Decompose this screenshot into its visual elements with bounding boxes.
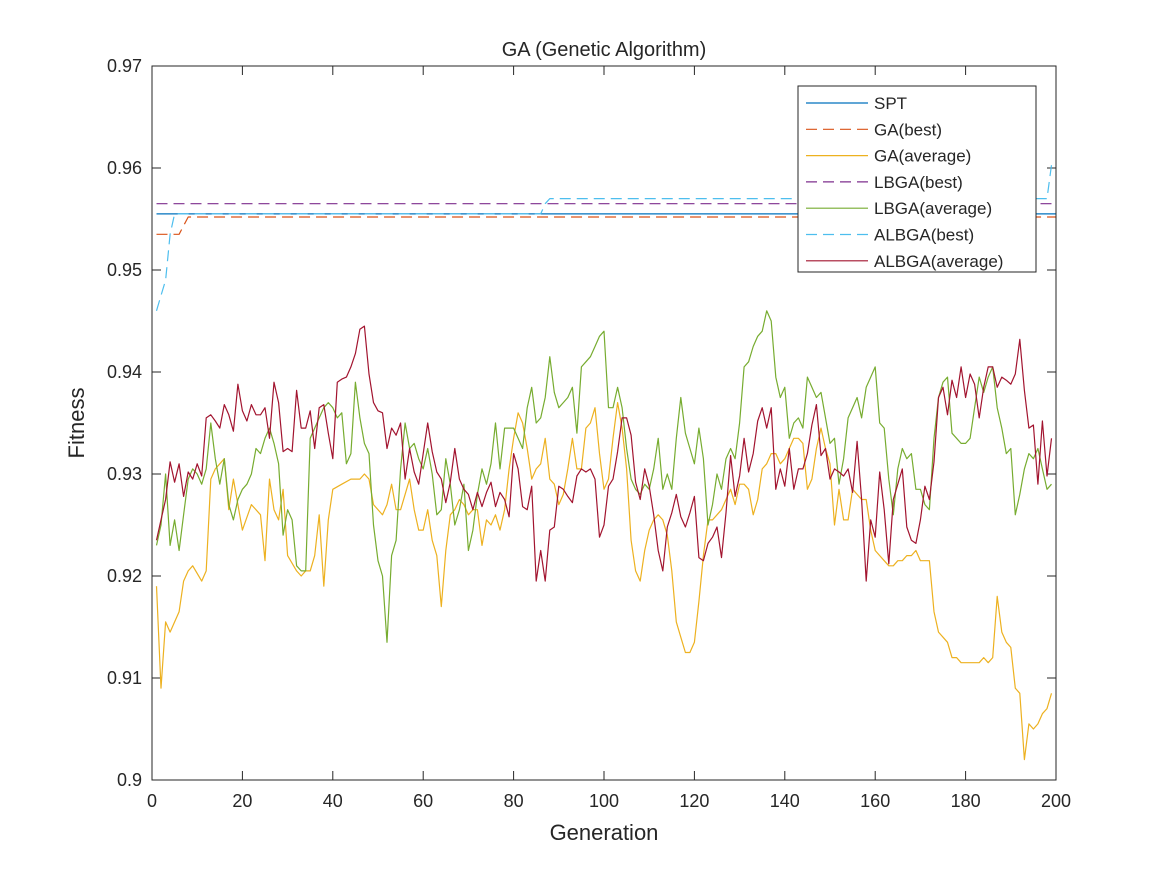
axes-box <box>151 65 1057 781</box>
x-tick-label: 80 <box>504 791 524 811</box>
legend-label-ga-best: GA(best) <box>874 120 942 139</box>
x-tick-label: 40 <box>323 791 343 811</box>
x-tick-label: 0 <box>147 791 157 811</box>
legend-label-ga-average: GA(average) <box>874 147 971 166</box>
series-line-albga-best <box>155 164 1056 311</box>
y-tick-label: 0.96 <box>107 158 142 178</box>
axis-ticks: 0 20 40 60 80 100 120 140 160 180 200 0.9 0.91 0.92 0.… <box>107 56 1071 811</box>
y-axis-label: Fitness <box>64 388 89 459</box>
x-tick-label: 60 <box>413 791 433 811</box>
y-tick-label: 0.93 <box>107 464 142 484</box>
legend-box <box>797 85 1037 273</box>
series-line-albga-average <box>155 325 1053 582</box>
chart-title: GA (Genetic Algorithm) <box>502 39 707 61</box>
legend-label-albga-average: ALBGA(average) <box>874 252 1003 271</box>
y-tick-label: 0.97 <box>107 56 142 76</box>
y-tick-label: 0.91 <box>107 668 142 688</box>
legend-label-lbga-best: LBGA(best) <box>874 173 963 192</box>
series-line-lbga-average <box>155 310 1052 643</box>
x-tick-label: 100 <box>589 791 619 811</box>
x-tick-label: 140 <box>770 791 800 811</box>
y-tick-label: 0.92 <box>107 566 142 586</box>
x-tick-label: 20 <box>232 791 252 811</box>
x-tick-label: 160 <box>860 791 890 811</box>
x-tick-label: 180 <box>951 791 981 811</box>
y-tick-label: 0.9 <box>117 770 142 790</box>
legend: SPT GA(best) GA(average) LBGA(best) LBGA(ave… <box>797 85 1037 273</box>
x-tick-label: 200 <box>1041 791 1071 811</box>
x-tick-label: 120 <box>679 791 709 811</box>
legend-label-lbga-average: LBGA(average) <box>874 199 992 218</box>
legend-label-spt: SPT <box>874 94 907 113</box>
y-tick-label: 0.95 <box>107 260 142 280</box>
series-line-ga-best <box>156 216 1056 235</box>
legend-label-albga-best: ALBGA(best) <box>874 226 974 245</box>
series-line-ga-average <box>155 402 1053 761</box>
x-axis-label: Generation <box>550 820 659 845</box>
y-tick-label: 0.94 <box>107 362 142 382</box>
